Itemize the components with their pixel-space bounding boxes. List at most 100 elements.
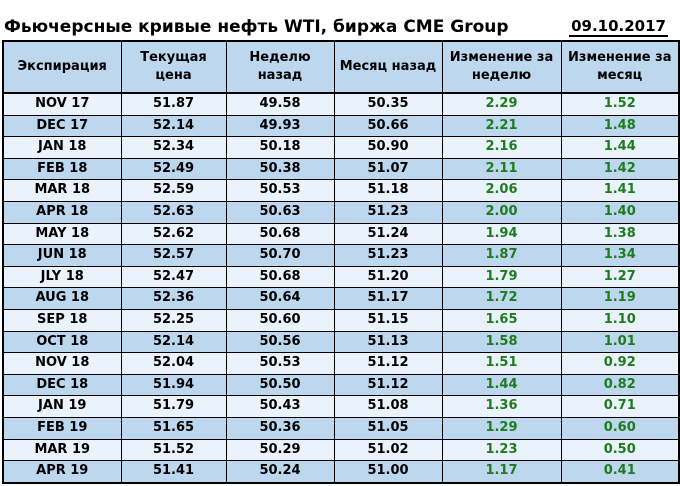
table-row: JUN 18 52.57 50.70 51.23 1.87 1.34 (2, 244, 680, 267)
week-change-cell: 2.16 (441, 136, 562, 159)
table-row: DEC 17 52.14 49.93 50.66 2.21 1.48 (2, 114, 680, 138)
month-ago-price-cell: 51.12 (333, 352, 443, 375)
table-row: APR 18 52.63 50.63 51.23 2.00 1.40 (2, 200, 680, 224)
month-change-cell: 1.48 (560, 114, 680, 138)
current-price-cell: 52.36 (120, 287, 227, 310)
month-change-cell: 1.40 (560, 200, 680, 224)
week-change-cell: 1.58 (441, 330, 562, 354)
week-ago-price-cell: 50.43 (225, 395, 335, 418)
table-row: MAR 18 52.59 50.53 51.18 2.06 1.41 (2, 179, 680, 202)
month-change-cell: 1.38 (560, 222, 680, 246)
month-ago-price-cell: 51.13 (333, 330, 443, 354)
header-current-price: Текущая цена (120, 40, 227, 94)
header-month-ago: Месяц назад (333, 40, 443, 94)
current-price-cell: 52.57 (120, 244, 227, 267)
current-price-cell: 51.94 (120, 373, 227, 397)
month-ago-price-cell: 51.17 (333, 287, 443, 310)
current-price-cell: 51.65 (120, 416, 227, 440)
week-ago-price-cell: 49.58 (225, 92, 335, 116)
month-ago-price-cell: 51.24 (333, 222, 443, 246)
week-ago-price-cell: 50.64 (225, 287, 335, 310)
header-row: Экспирация Текущая цена Неделю назад Месяц … (2, 40, 680, 94)
expiration-cell: MAR 19 (2, 438, 122, 462)
month-ago-price-cell: 51.05 (333, 416, 443, 440)
week-ago-price-cell: 50.60 (225, 308, 335, 332)
month-ago-price-cell: 51.23 (333, 200, 443, 224)
month-change-cell: 0.92 (560, 352, 680, 375)
week-ago-price-cell: 50.38 (225, 157, 335, 181)
week-ago-price-cell: 50.53 (225, 352, 335, 375)
current-price-cell: 52.34 (120, 136, 227, 159)
month-ago-price-cell: 50.90 (333, 136, 443, 159)
header-month-change: Изменение за месяц (560, 40, 680, 94)
month-change-cell: 1.10 (560, 308, 680, 332)
header-expiration: Экспирация (2, 40, 122, 94)
current-price-cell: 52.63 (120, 200, 227, 224)
table-row: OCT 18 52.14 50.56 51.13 1.58 1.01 (2, 330, 680, 354)
week-ago-price-cell: 50.50 (225, 373, 335, 397)
week-ago-price-cell: 50.68 (225, 222, 335, 246)
month-change-cell: 1.41 (560, 179, 680, 202)
expiration-cell: NOV 17 (2, 92, 122, 116)
week-change-cell: 1.87 (441, 244, 562, 267)
table-row: JLY 18 52.47 50.68 51.20 1.79 1.27 (2, 265, 680, 289)
week-ago-price-cell: 50.18 (225, 136, 335, 159)
table-row: SEP 18 52.25 50.60 51.15 1.65 1.10 (2, 308, 680, 332)
month-ago-price-cell: 51.18 (333, 179, 443, 202)
expiration-cell: AUG 18 (2, 287, 122, 310)
week-change-cell: 1.23 (441, 438, 562, 462)
table-body: NOV 17 51.87 49.58 50.35 2.29 1.52 DEC 17 52.14… (2, 92, 680, 484)
month-ago-price-cell: 51.12 (333, 373, 443, 397)
week-ago-price-cell: 50.36 (225, 416, 335, 440)
table-row: JAN 18 52.34 50.18 50.90 2.16 1.44 (2, 136, 680, 159)
expiration-cell: JLY 18 (2, 265, 122, 289)
current-price-cell: 51.41 (120, 460, 227, 484)
table-row: NOV 18 52.04 50.53 51.12 1.51 0.92 (2, 352, 680, 375)
table-row: AUG 18 52.36 50.64 51.17 1.72 1.19 (2, 287, 680, 310)
week-change-cell: 2.06 (441, 179, 562, 202)
week-ago-price-cell: 49.93 (225, 114, 335, 138)
expiration-cell: MAY 18 (2, 222, 122, 246)
current-price-cell: 52.59 (120, 179, 227, 202)
week-change-cell: 1.17 (441, 460, 562, 484)
week-change-cell: 1.44 (441, 373, 562, 397)
month-ago-price-cell: 51.02 (333, 438, 443, 462)
week-ago-price-cell: 50.29 (225, 438, 335, 462)
month-change-cell: 0.41 (560, 460, 680, 484)
week-ago-price-cell: 50.68 (225, 265, 335, 289)
current-price-cell: 52.04 (120, 352, 227, 375)
header-week-ago: Неделю назад (225, 40, 335, 94)
expiration-cell: FEB 19 (2, 416, 122, 440)
expiration-cell: OCT 18 (2, 330, 122, 354)
table-row: JAN 19 51.79 50.43 51.08 1.36 0.71 (2, 395, 680, 418)
current-price-cell: 52.14 (120, 330, 227, 354)
table-row: DEC 18 51.94 50.50 51.12 1.44 0.82 (2, 373, 680, 397)
week-change-cell: 1.51 (441, 352, 562, 375)
month-ago-price-cell: 51.08 (333, 395, 443, 418)
report-date: 09.10.2017 (569, 17, 668, 37)
week-ago-price-cell: 50.24 (225, 460, 335, 484)
month-ago-price-cell: 50.35 (333, 92, 443, 116)
table-row: FEB 19 51.65 50.36 51.05 1.29 0.60 (2, 416, 680, 440)
week-ago-price-cell: 50.56 (225, 330, 335, 354)
month-ago-price-cell: 51.20 (333, 265, 443, 289)
month-ago-price-cell: 51.00 (333, 460, 443, 484)
month-ago-price-cell: 51.15 (333, 308, 443, 332)
current-price-cell: 52.62 (120, 222, 227, 246)
table-row: MAY 18 52.62 50.68 51.24 1.94 1.38 (2, 222, 680, 246)
table-row: NOV 17 51.87 49.58 50.35 2.29 1.52 (2, 92, 680, 116)
expiration-cell: APR 18 (2, 200, 122, 224)
week-change-cell: 2.21 (441, 114, 562, 138)
current-price-cell: 51.52 (120, 438, 227, 462)
month-change-cell: 1.19 (560, 287, 680, 310)
header-week-change: Изменение за неделю (441, 40, 562, 94)
week-change-cell: 2.29 (441, 92, 562, 116)
page-title: Фьючерсные кривые нефть WTI, биржа CME G… (4, 17, 509, 37)
week-ago-price-cell: 50.70 (225, 244, 335, 267)
month-change-cell: 0.71 (560, 395, 680, 418)
expiration-cell: JUN 18 (2, 244, 122, 267)
table-row: FEB 18 52.49 50.38 51.07 2.11 1.42 (2, 157, 680, 181)
expiration-cell: MAR 18 (2, 179, 122, 202)
week-ago-price-cell: 50.53 (225, 179, 335, 202)
